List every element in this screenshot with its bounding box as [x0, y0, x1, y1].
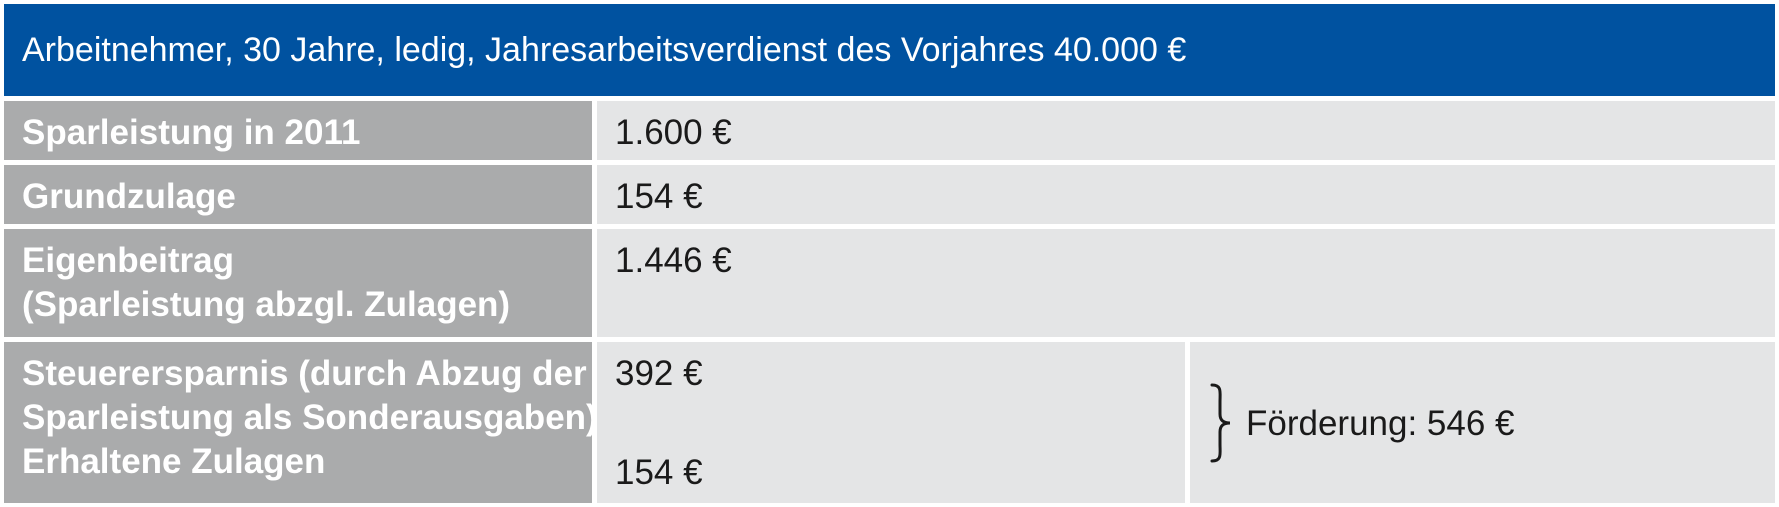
foerderung-cell: Förderung: 546 €	[1190, 342, 1775, 503]
table-row-sparleistung: Sparleistung in 2011 1.600 €	[4, 101, 1775, 160]
row-label: Grundzulage	[4, 165, 592, 224]
row-label-line-2: Sparleistung als Sonderausgaben)	[22, 398, 598, 437]
row-value-text: 1.446 €	[615, 241, 732, 280]
table-row-grundzulage: Grundzulage 154 €	[4, 165, 1775, 224]
row-value: 1.600 €	[597, 101, 1775, 160]
right-curly-brace-icon	[1210, 383, 1231, 463]
row-label-text: Grundzulage	[22, 177, 236, 216]
row-label-line-1: Eigenbeitrag	[22, 241, 234, 280]
table-row-steuerersparnis: Steuerersparnis (durch Abzug der Sparlei…	[4, 342, 1775, 503]
row-label: Eigenbeitrag (Sparleistung abzgl. Zulage…	[4, 229, 592, 337]
table-row-eigenbeitrag: Eigenbeitrag (Sparleistung abzgl. Zulage…	[4, 229, 1775, 337]
row-value-top: 392 €	[615, 354, 703, 393]
row-label: Sparleistung in 2011	[4, 101, 592, 160]
row-label-line-3: Erhaltene Zulagen	[22, 442, 326, 481]
table-header: Arbeitnehmer, 30 Jahre, ledig, Jahresarb…	[4, 4, 1775, 96]
row-value: 1.446 €	[597, 229, 1775, 337]
row-label-line-2: (Sparleistung abzgl. Zulagen)	[22, 285, 511, 324]
row-label: Steuerersparnis (durch Abzug der Sparlei…	[4, 342, 598, 503]
foerderung-text: Förderung: 546 €	[1246, 404, 1515, 443]
row-value: 154 €	[597, 165, 1775, 224]
row-value: 392 € 154 €	[597, 342, 1185, 503]
foerderung-table: Arbeitnehmer, 30 Jahre, ledig, Jahresarb…	[4, 4, 1775, 503]
row-value-text: 154 €	[615, 177, 703, 216]
row-value-text: 1.600 €	[615, 113, 732, 152]
row-label-text: Sparleistung in 2011	[22, 113, 361, 152]
row-value-bottom: 154 €	[615, 453, 703, 492]
table-header-title: Arbeitnehmer, 30 Jahre, ledig, Jahresarb…	[22, 31, 1187, 69]
row-label-line-1: Steuerersparnis (durch Abzug der	[22, 354, 587, 393]
